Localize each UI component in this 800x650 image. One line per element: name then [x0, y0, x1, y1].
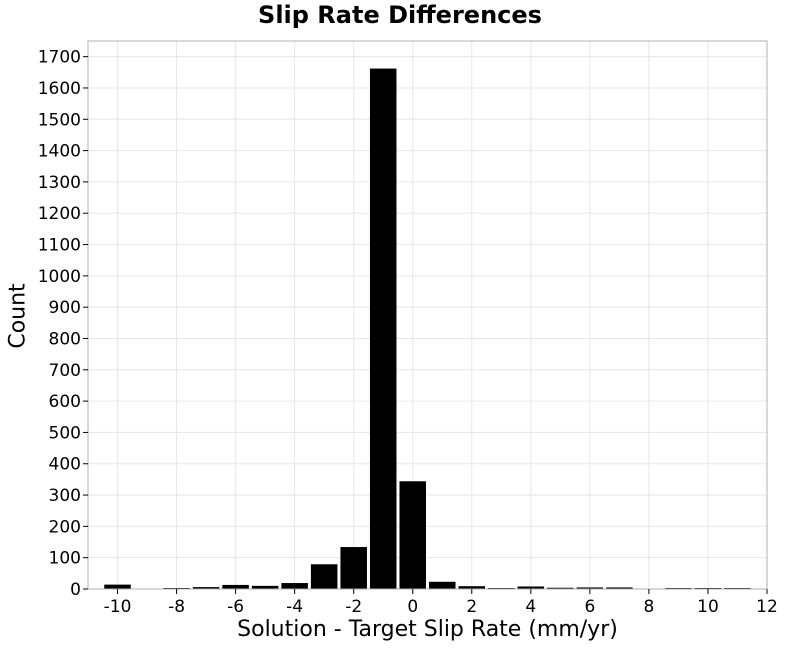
histogram-bar [251, 585, 279, 589]
histogram-bar [517, 586, 545, 589]
histogram-bar [340, 547, 367, 589]
histogram-bar [429, 581, 456, 589]
plot-frame [87, 40, 768, 590]
histogram-bar [458, 586, 486, 589]
chart-title: Slip Rate Differences [258, 1, 542, 29]
y-tick-label: 0 [70, 580, 81, 600]
x-tick-label: 12 [756, 597, 778, 617]
x-tick-label: 4 [525, 597, 536, 617]
y-tick-label: 100 [49, 549, 81, 569]
plot-background [88, 41, 767, 589]
y-tick-label: 300 [49, 486, 81, 506]
x-tick-label: -10 [104, 597, 132, 617]
y-tick-label: 1600 [38, 79, 81, 99]
x-tick-label: 8 [643, 597, 654, 617]
x-tick-label: 0 [407, 597, 418, 617]
x-tick-label: -2 [345, 597, 362, 617]
histogram-bar [192, 587, 220, 589]
y-tick-label: 1000 [38, 267, 81, 287]
y-tick-label: 900 [49, 298, 81, 318]
histogram-bar [310, 564, 338, 589]
y-tick-label: 1300 [38, 173, 81, 193]
x-tick-label: -6 [227, 597, 244, 617]
y-tick-label: 1200 [38, 204, 81, 224]
y-tick-label: 600 [49, 392, 81, 412]
histogram-bar [606, 587, 633, 589]
y-axis-label: Count [5, 283, 31, 349]
histogram-bar [222, 584, 249, 589]
histogram-bar [576, 587, 604, 589]
y-tick-label: 400 [49, 455, 81, 475]
x-tick-label: -8 [168, 597, 185, 617]
histogram-bar [281, 583, 308, 589]
histogram-bar [104, 584, 131, 589]
y-tick-label: 1500 [38, 110, 81, 130]
y-tick-label: 1700 [38, 48, 81, 68]
y-tick-label: 700 [49, 361, 81, 381]
x-tick-label: 2 [466, 597, 477, 617]
y-tick-label: 200 [49, 517, 81, 537]
x-axis-label: Solution - Target Slip Rate (mm/yr) [237, 617, 618, 642]
x-tick-label: -4 [286, 597, 303, 617]
histogram-bar [547, 587, 574, 589]
x-tick-label: 10 [697, 597, 719, 617]
histogram-bar [369, 68, 397, 589]
histogram-bar [399, 481, 426, 589]
y-tick-label: 1400 [38, 142, 81, 162]
y-tick-label: 500 [49, 423, 81, 443]
x-tick-label: 6 [584, 597, 595, 617]
y-tick-label: 800 [49, 329, 81, 349]
y-tick-label: 1100 [38, 236, 81, 256]
